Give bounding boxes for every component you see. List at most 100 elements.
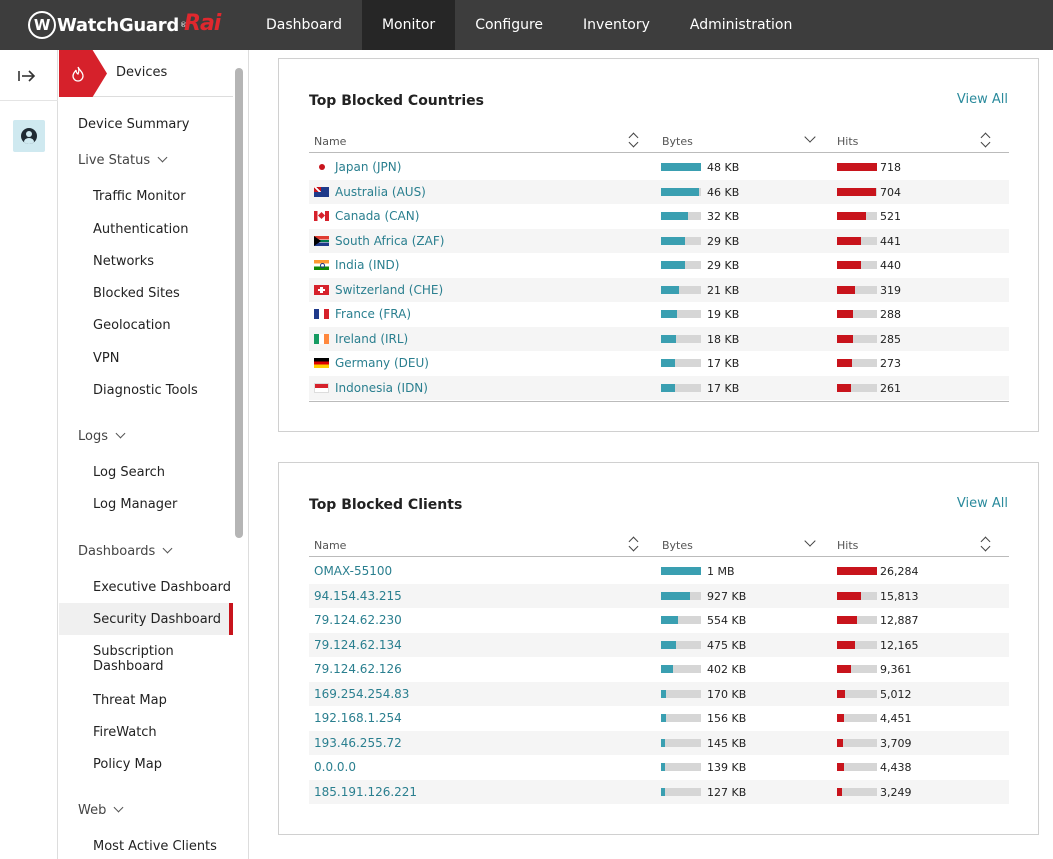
main-nav: Dashboard Monitor Configure Inventory Ad… [246,0,812,50]
hits-bar [837,310,877,318]
hits-bar [837,738,877,747]
nav-administration[interactable]: Administration [689,17,793,33]
bytes-value: 46 KB [707,185,740,199]
column-name[interactable]: Name [314,135,347,148]
sidebar-item-subscription-dashboard[interactable]: Subscription Dashboard [93,644,174,674]
sort-icon[interactable] [980,132,992,148]
hits-bar-fill [837,714,844,722]
flag-ch-icon [314,284,329,295]
sidebar-section-web[interactable]: Web [78,802,124,818]
sidebar-item-geolocation[interactable]: Geolocation [93,318,171,333]
column-bytes[interactable]: Bytes [662,135,693,148]
hits-value: 12,887 [880,614,919,627]
column-bytes[interactable]: Bytes [662,539,693,552]
hits-bar [837,591,877,600]
bytes-bar [661,738,701,747]
hits-bar-fill [837,163,877,171]
sidebar-item-security-dashboard[interactable]: Security Dashboard [93,612,222,627]
nav-inventory[interactable]: Inventory [583,17,650,33]
table-row: 169.254.254.83 170 KB 5,012 [309,681,1009,706]
row-name-link[interactable]: France (FRA) [335,307,412,321]
sort-icon[interactable] [628,132,640,148]
bytes-bar [661,261,701,269]
sidebar-item-vpn[interactable]: VPN [93,351,120,366]
table-bottom-border [309,401,1009,402]
bytes-bar [661,285,701,294]
row-name-link[interactable]: Canada (CAN) [335,209,420,223]
row-name-link[interactable]: OMAX-55100 [314,564,393,578]
sort-descending-icon[interactable] [804,535,816,547]
hits-bar-fill [837,665,852,673]
sidebar-item-diagnostic-tools[interactable]: Diagnostic Tools [93,383,198,398]
bytes-bar [661,236,701,245]
hits-bar-fill [837,383,852,392]
flag-au-icon [314,186,329,197]
sidebar-scrollbar[interactable] [235,68,243,538]
row-name-link[interactable]: 169.254.254.83 [314,686,410,701]
sidebar-section-live-status[interactable]: Live Status [78,152,168,168]
row-name-link[interactable]: Germany (DEU) [335,356,429,370]
row-name-link[interactable]: India (IND) [335,258,400,272]
sidebar-section-logs[interactable]: Logs [78,428,126,444]
sidebar-item-log-search[interactable]: Log Search [93,465,166,480]
column-hits[interactable]: Hits [837,539,859,552]
sidebar-item-device-summary[interactable]: Device Summary [78,117,190,132]
row-name-link[interactable]: 94.154.43.215 [314,588,402,603]
table-header: Name Bytes Hits [309,129,1009,153]
sidebar-item-policy-map[interactable]: Policy Map [93,757,162,772]
sidebar-item-log-manager[interactable]: Log Manager [93,497,178,512]
hits-value: 521 [880,210,901,223]
sort-icon[interactable] [628,536,640,552]
row-name-link[interactable]: 79.124.62.134 [314,637,402,652]
sidebar-section-dashboards[interactable]: Dashboards [78,543,173,559]
nav-configure[interactable]: Configure [475,17,544,33]
nav-dashboard[interactable]: Dashboard [266,17,342,33]
column-name[interactable]: Name [314,539,347,552]
row-name-link[interactable]: 192.168.1.254 [314,711,402,725]
table-row: 79.124.62.126 402 KB 9,361 [309,657,1009,682]
row-name-link[interactable]: Ireland (IRL) [335,331,409,346]
hits-bar-fill [837,334,853,343]
bytes-value: 1 MB [707,565,735,578]
watchguard-logo[interactable]: W WatchGuard ® [28,11,187,39]
user-account-button[interactable] [13,120,45,152]
row-name-link[interactable]: 0.0.0.0 [314,760,356,774]
view-all-link[interactable]: View All [956,92,1008,107]
bytes-bar-fill [661,261,685,269]
hits-value: 261 [880,381,901,395]
row-name-link[interactable]: 193.46.255.72 [314,735,402,750]
table-row: Canada (CAN) 32 KB 521 [309,204,1009,229]
column-hits[interactable]: Hits [837,135,859,148]
active-item-indicator [229,603,233,635]
sidebar-item-firewatch[interactable]: FireWatch [93,725,157,740]
sort-descending-icon[interactable] [804,131,816,143]
row-name-link[interactable]: 79.124.62.126 [314,662,402,676]
hits-bar-fill [837,640,856,649]
expand-arrow-icon[interactable] [18,68,36,87]
sidebar-item-executive-dashboard[interactable]: Executive Dashboard [93,580,231,595]
sidebar-item-blocked-sites[interactable]: Blocked Sites [93,286,180,301]
sidebar-item-traffic-monitor[interactable]: Traffic Monitor [93,189,186,204]
rai-logo: Rai [184,11,221,36]
row-name-link[interactable]: 79.124.62.230 [314,613,402,627]
sidebar-item-networks[interactable]: Networks [93,254,155,269]
bytes-bar [661,787,701,796]
hits-value: 704 [880,185,901,199]
row-name-link[interactable]: Japan (JPN) [335,160,402,174]
sidebar-item-threat-map[interactable]: Threat Map [93,693,167,708]
table-row: 79.124.62.134 475 KB 12,165 [309,632,1009,657]
bytes-bar [661,212,701,220]
row-name-link[interactable]: Australia (AUS) [335,184,426,199]
flag-jp-icon [314,162,329,172]
sidebar-item-authentication[interactable]: Authentication [93,222,189,237]
bytes-bar-fill [661,616,679,624]
bytes-value: 21 KB [707,283,740,297]
row-name-link[interactable]: 185.191.126.221 [314,784,418,799]
row-name-link[interactable]: South Africa (ZAF) [335,233,445,248]
sort-icon[interactable] [980,536,992,552]
nav-monitor[interactable]: Monitor [361,0,456,50]
row-name-link[interactable]: Switzerland (CHE) [335,282,444,297]
sidebar-item-most-active-clients[interactable]: Most Active Clients [93,839,217,854]
view-all-link[interactable]: View All [956,496,1008,511]
row-name-link[interactable]: Indonesia (IDN) [335,380,428,395]
